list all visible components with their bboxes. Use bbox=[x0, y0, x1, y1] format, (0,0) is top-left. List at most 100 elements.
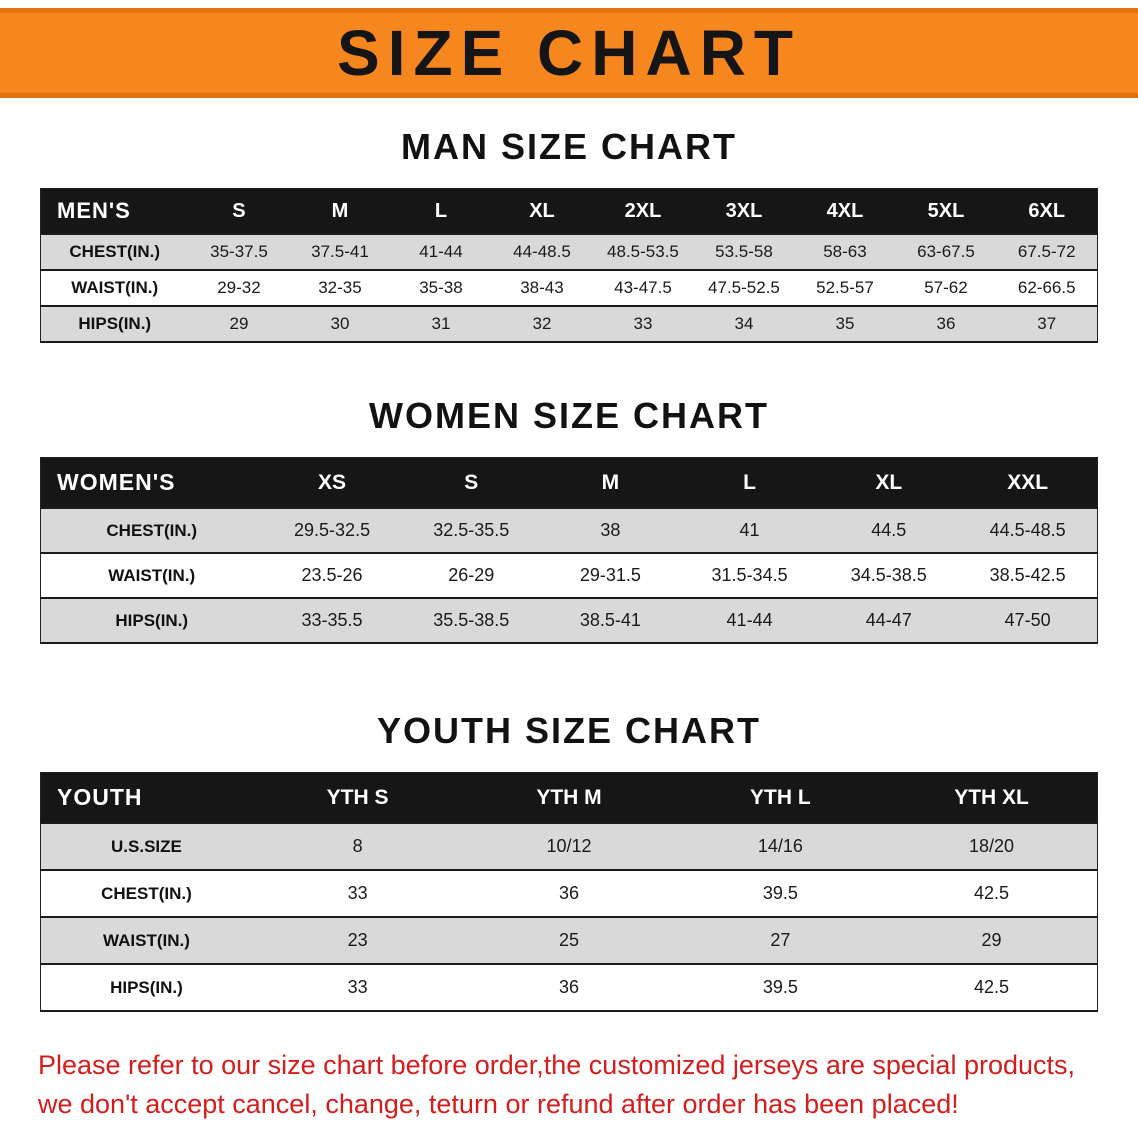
men-corner-label: MEN'S bbox=[57, 198, 131, 223]
women-corner-label: WOMEN'S bbox=[57, 469, 176, 495]
table-cell: 44.5 bbox=[871, 520, 907, 540]
table-cell: 32-35 bbox=[318, 278, 362, 297]
table-cell: 29-31.5 bbox=[579, 565, 641, 585]
column-header: 4XL bbox=[826, 199, 864, 222]
women-section-heading: WOMEN SIZE CHART bbox=[369, 395, 769, 436]
table-cell: 26-29 bbox=[448, 565, 495, 585]
table-cell: 41-44 bbox=[726, 610, 773, 630]
youth-table-header-row: YOUTH YTH S YTH M YTH L YTH XL bbox=[40, 772, 1098, 823]
table-row: WAIST(IN.) 29-32 32-35 35-38 38-43 43-47… bbox=[40, 270, 1098, 306]
table-cell: 18/20 bbox=[969, 836, 1015, 856]
table-row: HIPS(IN.) 33-35.5 35.5-38.5 38.5-41 41-4… bbox=[40, 598, 1098, 643]
table-cell: 25 bbox=[558, 930, 579, 950]
table-cell: 48.5-53.5 bbox=[607, 242, 679, 261]
table-cell: 38.5-42.5 bbox=[989, 565, 1066, 585]
table-cell: 41-44 bbox=[419, 242, 463, 261]
table-cell: 39.5 bbox=[762, 883, 798, 903]
row-label: CHEST(IN.) bbox=[106, 520, 198, 540]
table-cell: 32.5-35.5 bbox=[433, 520, 510, 540]
table-row: CHEST(IN.) 33 36 39.5 42.5 bbox=[40, 870, 1098, 917]
table-cell: 34 bbox=[734, 314, 754, 333]
column-header: S bbox=[232, 199, 246, 222]
women-size-table: WOMEN'S XS S M L XL XXL CHEST(IN.) 29.5-… bbox=[40, 457, 1098, 644]
column-header: 5XL bbox=[927, 199, 965, 222]
table-cell: 30 bbox=[330, 314, 350, 333]
row-label: CHEST(IN.) bbox=[69, 242, 161, 261]
column-header: 3XL bbox=[725, 199, 763, 222]
column-header: XL bbox=[875, 470, 903, 494]
table-cell: 33-35.5 bbox=[301, 610, 363, 630]
table-cell: 14/16 bbox=[757, 836, 803, 856]
table-cell: 33 bbox=[633, 314, 653, 333]
row-label: HIPS(IN.) bbox=[115, 610, 189, 630]
table-cell: 58-63 bbox=[823, 242, 867, 261]
table-row: WAIST(IN.) 23.5-26 26-29 29-31.5 31.5-34… bbox=[40, 553, 1098, 598]
column-header: M bbox=[601, 470, 620, 494]
table-cell: 34.5-38.5 bbox=[850, 565, 927, 585]
men-section-heading: MAN SIZE CHART bbox=[401, 126, 737, 167]
column-header: YTH M bbox=[536, 785, 602, 809]
table-cell: 42.5 bbox=[974, 977, 1010, 997]
table-cell: 44.5-48.5 bbox=[989, 520, 1066, 540]
table-cell: 47-50 bbox=[1004, 610, 1051, 630]
row-label: WAIST(IN.) bbox=[71, 278, 159, 297]
youth-corner-label: YOUTH bbox=[57, 784, 143, 810]
page-title: SIZE CHART bbox=[337, 17, 801, 89]
table-cell: 35.5-38.5 bbox=[433, 610, 510, 630]
table-cell: 27 bbox=[770, 930, 791, 950]
table-cell: 23 bbox=[347, 930, 368, 950]
table-cell: 38 bbox=[600, 520, 621, 540]
table-row: HIPS(IN.) 29 30 31 32 33 34 35 36 37 bbox=[40, 306, 1098, 342]
table-cell: 44-48.5 bbox=[513, 242, 571, 261]
column-header: YTH XL bbox=[954, 785, 1029, 809]
table-row: CHEST(IN.) 35-37.5 37.5-41 41-44 44-48.5… bbox=[40, 234, 1098, 270]
table-cell: 31 bbox=[431, 314, 451, 333]
table-cell: 36 bbox=[558, 883, 579, 903]
table-cell: 57-62 bbox=[924, 278, 968, 297]
note-line-2: we don't accept cancel, change, teturn o… bbox=[38, 1089, 959, 1120]
column-header: M bbox=[331, 199, 349, 222]
men-size-table: MEN'S S M L XL 2XL 3XL 4XL 5XL 6XL CHEST… bbox=[40, 188, 1098, 343]
table-cell: 33 bbox=[347, 883, 368, 903]
row-label: U.S.SIZE bbox=[111, 836, 182, 856]
row-label: HIPS(IN.) bbox=[110, 977, 183, 997]
table-cell: 37.5-41 bbox=[311, 242, 369, 261]
note-line-1: Please refer to our size chart before or… bbox=[38, 1050, 1076, 1080]
size-chart-page: SIZE CHART MAN SIZE CHART MEN'S S M L XL… bbox=[0, 8, 1138, 1140]
table-row: WAIST(IN.) 23 25 27 29 bbox=[40, 917, 1098, 964]
column-header: L bbox=[743, 470, 756, 494]
women-table-header-row: WOMEN'S XS S M L XL XXL bbox=[40, 457, 1098, 508]
table-cell: 63-67.5 bbox=[917, 242, 975, 261]
table-row: HIPS(IN.) 33 36 39.5 42.5 bbox=[40, 964, 1098, 1011]
column-header: YTH L bbox=[750, 785, 811, 809]
table-cell: 29 bbox=[981, 930, 1002, 950]
table-cell: 44-47 bbox=[865, 610, 912, 630]
row-label: HIPS(IN.) bbox=[78, 314, 152, 333]
row-label: WAIST(IN.) bbox=[103, 930, 190, 950]
column-header: YTH S bbox=[326, 785, 389, 809]
table-cell: 35-37.5 bbox=[210, 242, 268, 261]
column-header: 6XL bbox=[1028, 199, 1066, 222]
table-cell: 10/12 bbox=[546, 836, 592, 856]
column-header: XS bbox=[318, 470, 347, 494]
table-cell: 53.5-58 bbox=[715, 242, 773, 261]
banner: SIZE CHART bbox=[0, 8, 1138, 98]
table-cell: 36 bbox=[558, 977, 579, 997]
column-header: L bbox=[434, 199, 448, 222]
table-cell: 37 bbox=[1037, 314, 1057, 333]
table-row: U.S.SIZE 8 10/12 14/16 18/20 bbox=[40, 823, 1098, 870]
youth-section-heading: YOUTH SIZE CHART bbox=[376, 710, 761, 751]
column-header: XXL bbox=[1007, 470, 1049, 494]
column-header: XL bbox=[529, 199, 555, 222]
table-cell: 42.5 bbox=[974, 883, 1010, 903]
table-cell: 47.5-52.5 bbox=[708, 278, 780, 297]
table-cell: 31.5-34.5 bbox=[711, 565, 788, 585]
table-cell: 43-47.5 bbox=[614, 278, 672, 297]
table-cell: 32 bbox=[532, 314, 552, 333]
table-cell: 38-43 bbox=[520, 278, 564, 297]
table-cell: 35-38 bbox=[419, 278, 463, 297]
table-cell: 29.5-32.5 bbox=[294, 520, 371, 540]
table-cell: 29 bbox=[229, 314, 249, 333]
table-cell: 67.5-72 bbox=[1017, 242, 1076, 261]
table-cell: 39.5 bbox=[762, 977, 798, 997]
